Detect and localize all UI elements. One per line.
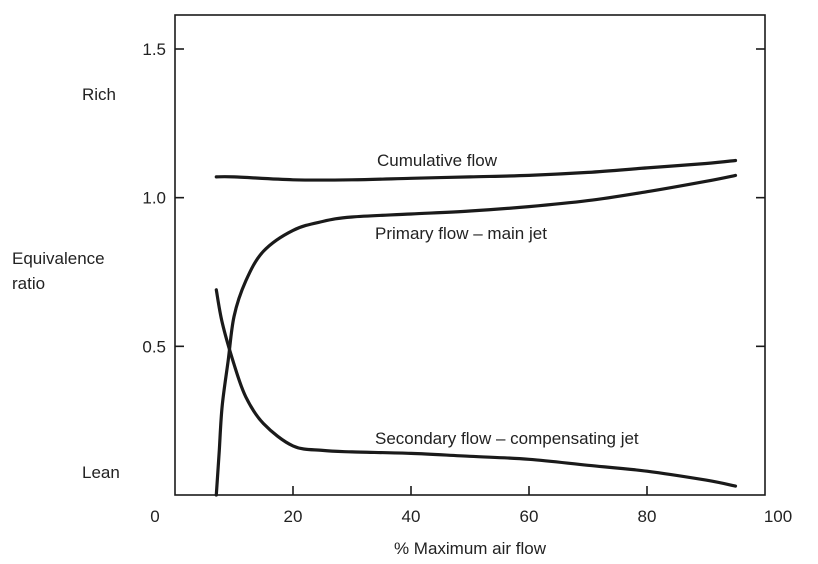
plot-frame bbox=[174, 14, 766, 496]
lean-label: Lean bbox=[82, 463, 120, 482]
y-tick-label-1.5: 1.5 bbox=[142, 40, 166, 59]
series-label-primary: Primary flow – main jet bbox=[375, 224, 547, 243]
x-tick-label-20: 20 bbox=[284, 507, 303, 526]
y-axis-label-line-1: Equivalence bbox=[12, 249, 105, 268]
y-tick-label-1: 1.0 bbox=[142, 189, 166, 208]
y-tick-label-0.5: 0.5 bbox=[142, 337, 166, 356]
x-tick-label-80: 80 bbox=[638, 507, 657, 526]
x-tick-label-100: 100 bbox=[764, 507, 792, 526]
primary-flow-line bbox=[214, 173, 738, 497]
secondary-flow-line bbox=[214, 288, 738, 488]
rich-label: Rich bbox=[82, 85, 116, 104]
x-tick-label-60: 60 bbox=[520, 507, 539, 526]
x-axis-label: % Maximum air flow bbox=[394, 539, 547, 558]
series-label-cumulative: Cumulative flow bbox=[377, 151, 498, 170]
series-label-secondary: Secondary flow – compensating jet bbox=[375, 429, 639, 448]
y-axis-label-line-2: ratio bbox=[12, 274, 45, 293]
x-tick-label-40: 40 bbox=[402, 507, 421, 526]
x-tick-label-0: 0 bbox=[150, 507, 159, 526]
curves bbox=[214, 158, 738, 497]
cumulative-flow-line bbox=[214, 158, 738, 182]
axis-ticks: 0 20 40 60 80 100 0.5 1.0 1.5 bbox=[142, 40, 792, 526]
